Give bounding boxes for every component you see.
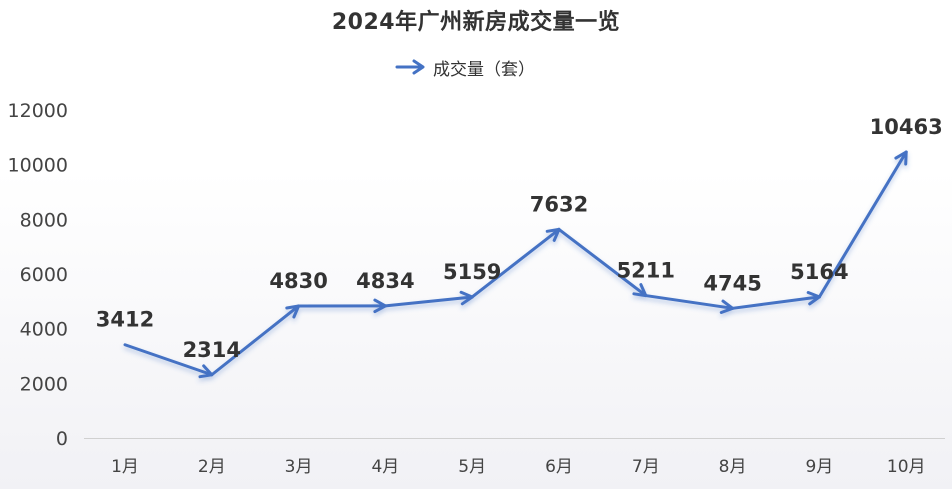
data-label: 7632 <box>530 192 588 216</box>
x-tick-label: 1月 <box>111 457 139 477</box>
data-label: 4745 <box>703 271 761 295</box>
data-label: 2314 <box>183 338 241 362</box>
line-segment <box>383 295 474 308</box>
legend: 成交量（套） <box>395 55 535 80</box>
y-tick-label: 10000 <box>8 155 68 177</box>
x-tick-label: 5月 <box>458 457 486 477</box>
x-tick-label: 7月 <box>632 457 660 477</box>
x-tick-label: 10月 <box>887 457 926 477</box>
line-segment <box>123 343 214 377</box>
legend-arrow-icon <box>395 59 425 75</box>
line-segment <box>644 294 735 310</box>
y-tick-label: 2000 <box>20 373 68 395</box>
chart-title: 2024年广州新房成交量一览 <box>331 10 621 35</box>
line-segment <box>470 227 561 299</box>
data-label: 5159 <box>443 260 501 284</box>
data-label: 5164 <box>790 260 848 284</box>
line-segment <box>210 304 301 377</box>
data-label: 4834 <box>356 269 414 293</box>
line-segment <box>557 227 648 298</box>
x-tick-label: 3月 <box>285 457 313 477</box>
x-axis: 1月 2月 3月 4月 5月 6月 7月 8月 9月 10月 <box>111 457 925 477</box>
arrow-head <box>894 150 908 166</box>
x-tick-label: 4月 <box>371 457 399 477</box>
legend-label: 成交量（套） <box>433 59 535 80</box>
x-tick-label: 6月 <box>545 457 573 477</box>
data-label: 5211 <box>617 259 675 283</box>
x-tick-label: 8月 <box>719 457 747 477</box>
y-axis: 0 2000 4000 6000 8000 10000 12000 <box>8 100 68 450</box>
line-segment <box>731 295 821 310</box>
data-label: 4830 <box>269 269 327 293</box>
data-label: 10463 <box>870 115 943 139</box>
x-tick-label: 9月 <box>805 457 833 477</box>
data-label: 3412 <box>96 308 154 332</box>
y-tick-label: 0 <box>56 428 68 450</box>
y-tick-label: 6000 <box>20 264 68 286</box>
data-labels: 3412 2314 4830 4834 5159 7632 5211 4745 5164 1046… <box>96 115 943 362</box>
y-tick-label: 4000 <box>20 319 68 341</box>
y-tick-label: 12000 <box>8 100 68 122</box>
y-tick-label: 8000 <box>20 209 68 231</box>
x-tick-label: 2月 <box>198 457 226 477</box>
line-segment <box>817 150 908 299</box>
series-line <box>123 150 908 379</box>
